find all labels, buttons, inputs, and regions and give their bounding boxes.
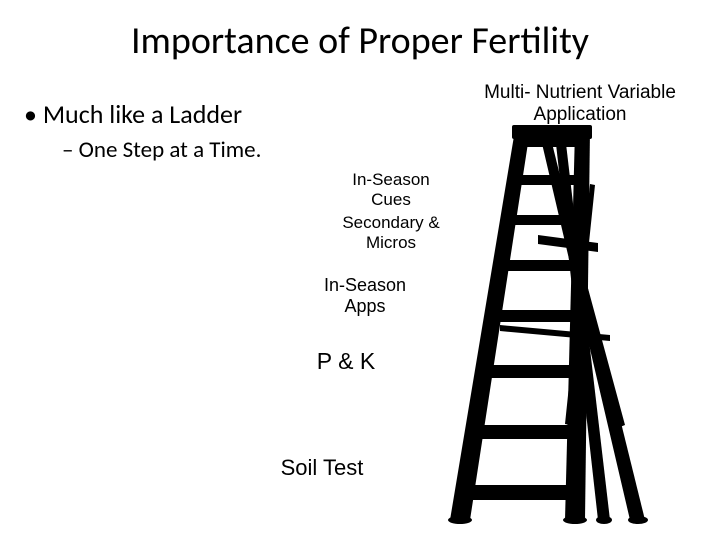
step-label-4: Soil Test	[262, 455, 382, 481]
slide-title: Importance of Proper Fertility	[0, 18, 720, 64]
step-label-2: In-Season Apps	[310, 275, 420, 317]
ladder-illustration	[430, 125, 670, 525]
step-label-3: P & K	[296, 348, 396, 375]
ladder-top-label: Multi- Nutrient Variable Application	[480, 82, 680, 126]
bullet-sub: One Step at a Time.	[62, 136, 261, 164]
bullet-main: Much like a Ladder	[24, 98, 242, 130]
